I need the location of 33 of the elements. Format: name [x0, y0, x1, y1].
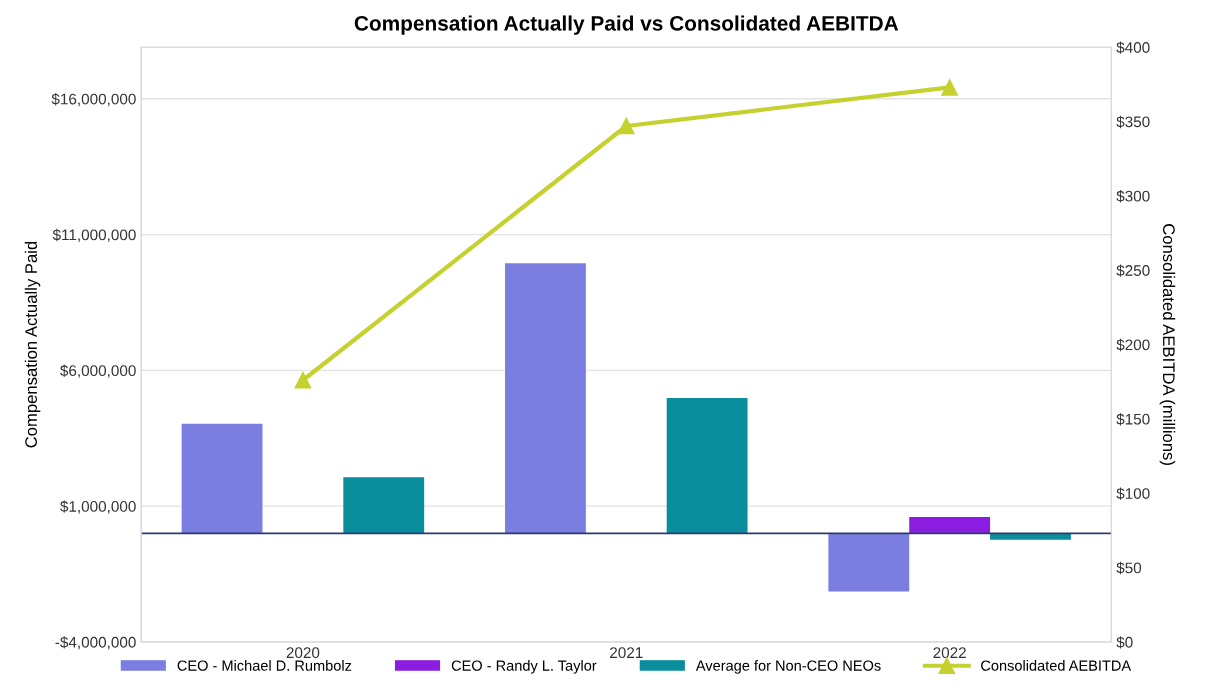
x-tick-label: 2021 [610, 647, 643, 659]
y2-tick-label: $150 [1116, 413, 1150, 426]
point [617, 117, 635, 135]
y-tick-label: -$4,000,000 [55, 636, 136, 650]
y-tick-label: $11,000,000 [52, 228, 136, 243]
y2-tick-label: $300 [1116, 190, 1150, 203]
x-tick-label: 2020 [286, 647, 320, 659]
point [941, 79, 958, 96]
y2-tick-label: $350 [1116, 115, 1150, 129]
chart-title: Compensation Actually Paid vs Consolidated AEBITDA [354, 15, 899, 35]
point [294, 371, 312, 389]
bar [909, 517, 991, 534]
y2-tick-label: $250 [1116, 264, 1150, 277]
bar [828, 533, 910, 592]
legend-label: Average for Non-CEO NEOs [695, 660, 881, 674]
legend-label: Consolidated AEBITDA [981, 660, 1132, 671]
bar [666, 398, 748, 534]
bar [505, 263, 586, 534]
y-axis-title: Compensation Actually Paid [24, 241, 41, 448]
y-tick-label: $6,000,000 [60, 364, 136, 378]
y2-tick-label: $0 [1116, 636, 1133, 649]
bar [181, 423, 263, 534]
x-tick-label: 2022 [933, 647, 966, 659]
y2-tick-label: $400 [1116, 41, 1150, 54]
y2-tick-label: $100 [1116, 487, 1150, 500]
y2-tick-label: $50 [1116, 561, 1142, 575]
legend-label: CEO - Randy L. Taylor [451, 660, 597, 674]
bar [343, 477, 425, 534]
y2-tick-label: $200 [1116, 338, 1150, 352]
y-tick-label: $1,000,000 [60, 500, 136, 514]
y2-axis-title: Consolidated AEBITDA (millions) [1159, 224, 1176, 465]
y-tick-label: $16,000,000 [51, 93, 136, 107]
legend-label: CEO - Michael D. Rumbolz [177, 660, 352, 671]
